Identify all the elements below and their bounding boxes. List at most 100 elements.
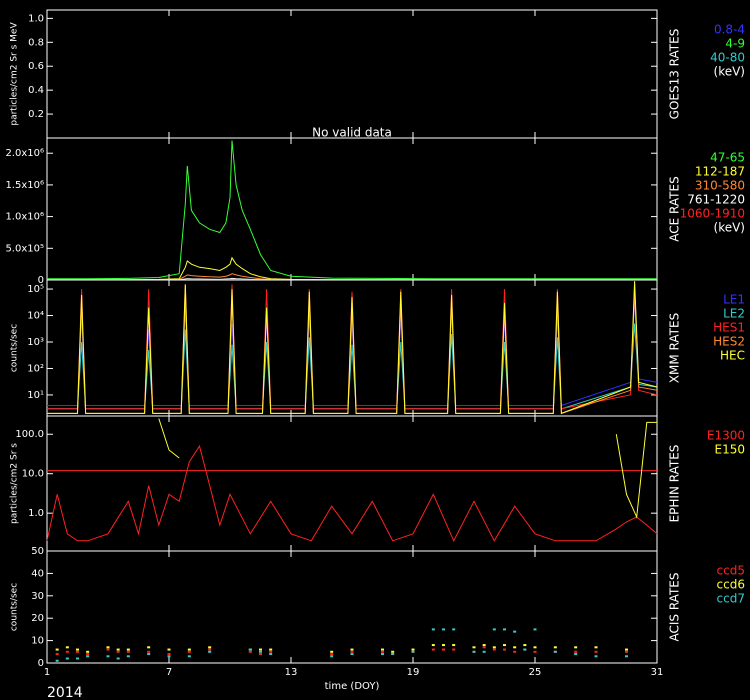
point [553, 646, 557, 649]
point [167, 653, 171, 656]
side-label: ACE RATES [668, 176, 682, 241]
point [533, 628, 537, 631]
point [391, 653, 395, 656]
point [350, 653, 354, 656]
point [269, 648, 273, 651]
point [208, 646, 212, 649]
y-tick-label: 5.0x10⁵ [5, 243, 44, 254]
point [86, 655, 90, 658]
point [523, 648, 527, 651]
panel-frame [46, 415, 658, 552]
y-tick-label: 0.4 [28, 85, 44, 96]
point [248, 648, 252, 651]
y-tick-label: 0.2 [28, 109, 44, 120]
legend-entry: 47-65 [710, 151, 745, 165]
point [594, 655, 598, 658]
point [594, 650, 598, 653]
point [452, 644, 456, 647]
y-tick-label: 1.0x10⁶ [5, 212, 44, 223]
point [452, 648, 456, 651]
point [472, 650, 476, 653]
point [533, 650, 537, 653]
point [452, 628, 456, 631]
y-tick-label: 10.0 [22, 469, 44, 480]
point [269, 653, 273, 656]
series-line [47, 296, 658, 407]
y-tick-label: 40 [31, 568, 44, 579]
y-axis-label: counts/sec [10, 324, 20, 372]
point [76, 648, 79, 651]
y-axis-label: counts/sec [10, 583, 20, 631]
y-tick-label: 100.0 [15, 429, 44, 440]
side-label: GOES13 RATES [668, 29, 682, 120]
x-tick-label: 7 [166, 667, 172, 678]
point [442, 628, 445, 631]
y-axis-label: particles/cm2 Sr s MeV [10, 22, 20, 126]
legend-entry: 1060-1910 [680, 207, 745, 221]
side-label: ACIS RATES [668, 572, 682, 641]
point [381, 653, 384, 656]
y-tick-label: 30 [31, 591, 44, 602]
legend-entry: 0.8-4 [714, 23, 745, 37]
point [167, 655, 171, 658]
point [533, 646, 537, 649]
y-tick-label: 10 [31, 636, 44, 647]
y-tick-label: 0.6 [28, 61, 44, 72]
y-tick-label: 10² [27, 363, 44, 374]
series-line [47, 323, 658, 410]
point [594, 646, 598, 649]
point [116, 657, 120, 660]
point [208, 648, 212, 651]
point [55, 653, 59, 656]
point [65, 646, 69, 649]
point [472, 646, 476, 649]
point [76, 657, 79, 660]
x-axis-label: time (DOY) [325, 681, 380, 692]
annotation: No valid data [312, 126, 392, 140]
point [126, 655, 130, 658]
point [381, 650, 384, 653]
point [76, 650, 79, 653]
point [482, 646, 486, 649]
point [482, 650, 486, 653]
legend-entry: 310-580 [695, 179, 745, 193]
point [126, 650, 130, 653]
y-tick-label: 50 [31, 546, 44, 557]
legend-unit: (keV) [714, 221, 745, 235]
legend-entry: ccd5 [717, 564, 745, 578]
panel-frame [46, 550, 658, 664]
legend-entry: E150 [715, 443, 746, 457]
legend-unit: (keV) [714, 65, 745, 79]
point [259, 653, 262, 656]
point [381, 648, 384, 651]
point [147, 650, 151, 653]
legend-entry: ccd6 [717, 578, 745, 592]
point [269, 650, 273, 653]
point [503, 628, 506, 631]
point [187, 655, 191, 658]
point [492, 648, 496, 651]
point [513, 650, 517, 653]
point [330, 650, 334, 653]
point [86, 650, 90, 653]
y-tick-label: 10⁵ [27, 284, 44, 295]
point [431, 648, 435, 651]
point [167, 648, 171, 651]
point [330, 653, 334, 656]
point [147, 646, 151, 649]
y-tick-label: 0 [38, 275, 44, 286]
point [248, 650, 252, 653]
legend-entry: HEC [720, 349, 745, 363]
point [625, 650, 628, 653]
point [106, 646, 110, 649]
series-line [47, 140, 657, 280]
y-tick-label: 0.8 [28, 37, 44, 48]
point [391, 650, 395, 653]
point [574, 646, 578, 649]
series-line [46, 444, 658, 542]
legend-entry: 112-187 [695, 165, 745, 179]
x-tick-label: 1 [44, 667, 50, 678]
y-tick-label: 10⁴ [27, 311, 44, 322]
y-tick-label: 20 [31, 613, 44, 624]
legend-entry: 761-1220 [687, 193, 745, 207]
